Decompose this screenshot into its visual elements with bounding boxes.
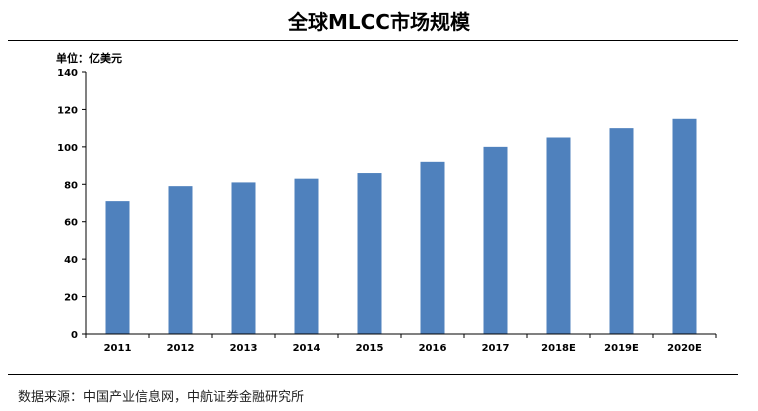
source-note: 数据来源：中国产业信息网，中航证券金融研究所 bbox=[18, 390, 305, 405]
x-tick-label: 2016 bbox=[419, 343, 447, 354]
x-tick-label: 2012 bbox=[167, 343, 195, 354]
bar-2016 bbox=[420, 161, 445, 334]
bar-2015 bbox=[357, 173, 382, 334]
x-tick-label: 2011 bbox=[104, 343, 132, 354]
x-tick-label: 2013 bbox=[230, 343, 258, 354]
unit-label: 单位：亿美元 bbox=[56, 52, 122, 65]
y-tick-label: 140 bbox=[57, 68, 78, 79]
x-tick-label: 2018E bbox=[541, 343, 576, 354]
top-divider bbox=[8, 40, 738, 41]
bar-2014 bbox=[294, 178, 319, 334]
x-tick-label: 2014 bbox=[293, 343, 321, 354]
bar-2011 bbox=[105, 201, 130, 334]
bar-2018E bbox=[546, 137, 571, 334]
bottom-divider bbox=[8, 374, 738, 375]
y-axis-ticks: 0 20 40 60 80 100 120 140 bbox=[57, 68, 86, 341]
x-tick-label: 2017 bbox=[482, 343, 510, 354]
x-tick-label: 2019E bbox=[604, 343, 639, 354]
y-tick-label: 40 bbox=[64, 255, 78, 266]
bar-2019E bbox=[609, 128, 634, 334]
bar-2020E bbox=[672, 118, 697, 335]
bar-2013 bbox=[231, 182, 256, 334]
y-tick-label: 0 bbox=[71, 330, 78, 341]
y-tick-label: 120 bbox=[57, 105, 78, 116]
chart-title: 全球MLCC市场规模 bbox=[287, 10, 470, 34]
bars-group bbox=[105, 118, 697, 335]
bar-2012 bbox=[168, 186, 193, 334]
y-tick-label: 80 bbox=[64, 180, 78, 191]
x-tick-label: 2020E bbox=[667, 343, 702, 354]
x-axis-ticks: 2011 2012 2013 2014 2015 2016 2017 2018E 2019E 20… bbox=[85, 334, 717, 354]
x-tick-label: 2015 bbox=[356, 343, 384, 354]
y-tick-label: 60 bbox=[64, 218, 78, 229]
y-tick-label: 100 bbox=[57, 143, 78, 154]
bar-2017 bbox=[483, 146, 508, 334]
y-tick-label: 20 bbox=[64, 293, 78, 304]
